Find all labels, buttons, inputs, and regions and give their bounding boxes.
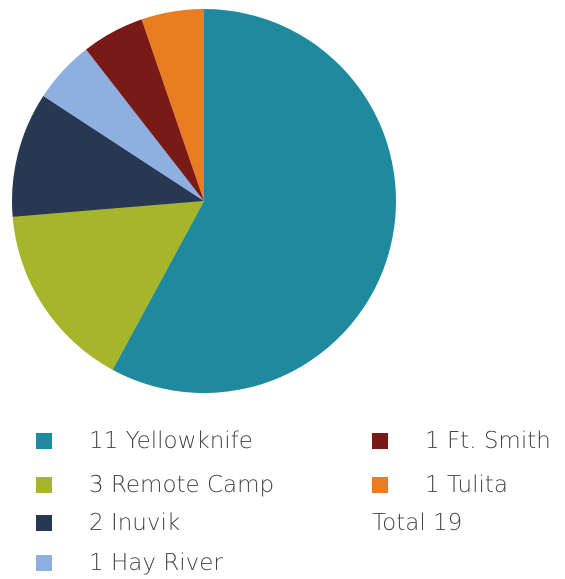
pie-slice-remote-camp — [12, 201, 204, 370]
pie-slice-ft-smith — [86, 19, 204, 202]
legend-item-tulita: 1 Tulita — [372, 471, 508, 499]
legend-label-yellowknife: 11 Yellowknife — [89, 428, 253, 454]
total-label: Total 19 — [372, 510, 463, 536]
pie-slices — [12, 9, 397, 393]
legend-label-hay-river: 1 Hay River — [89, 550, 223, 576]
pie-slice-yellowknife — [112, 9, 397, 393]
legend-swatch-inuvik — [36, 515, 52, 531]
pie-slice-hay-river — [43, 49, 205, 201]
legend-swatch-yellowknife — [36, 433, 52, 449]
legend-swatch-hay-river — [36, 555, 52, 571]
legend-label-inuvik: 2 Inuvik — [89, 510, 181, 536]
legend-label-remote-camp: 3 Remote Camp — [89, 472, 275, 498]
pie-slice-tulita — [141, 9, 204, 201]
legend-swatch-ft-smith — [372, 433, 388, 449]
legend-label-tulita: 1 Tulita — [425, 472, 508, 498]
pie-slice-inuvik — [12, 95, 205, 217]
legend-swatch-tulita — [372, 477, 388, 493]
legend-label-ft-smith: 1 Ft. Smith — [425, 428, 551, 454]
legend-item-hay-river: 1 Hay River — [36, 549, 223, 577]
pie-chart — [12, 9, 397, 393]
legend-swatch-remote-camp — [36, 477, 52, 493]
legend-item-ft-smith: 1 Ft. Smith — [372, 427, 551, 455]
legend-item-remote-camp: 3 Remote Camp — [36, 471, 274, 499]
legend-item-yellowknife: 11 Yellowknife — [36, 427, 253, 455]
legend-item-inuvik: 2 Inuvik — [36, 509, 180, 537]
